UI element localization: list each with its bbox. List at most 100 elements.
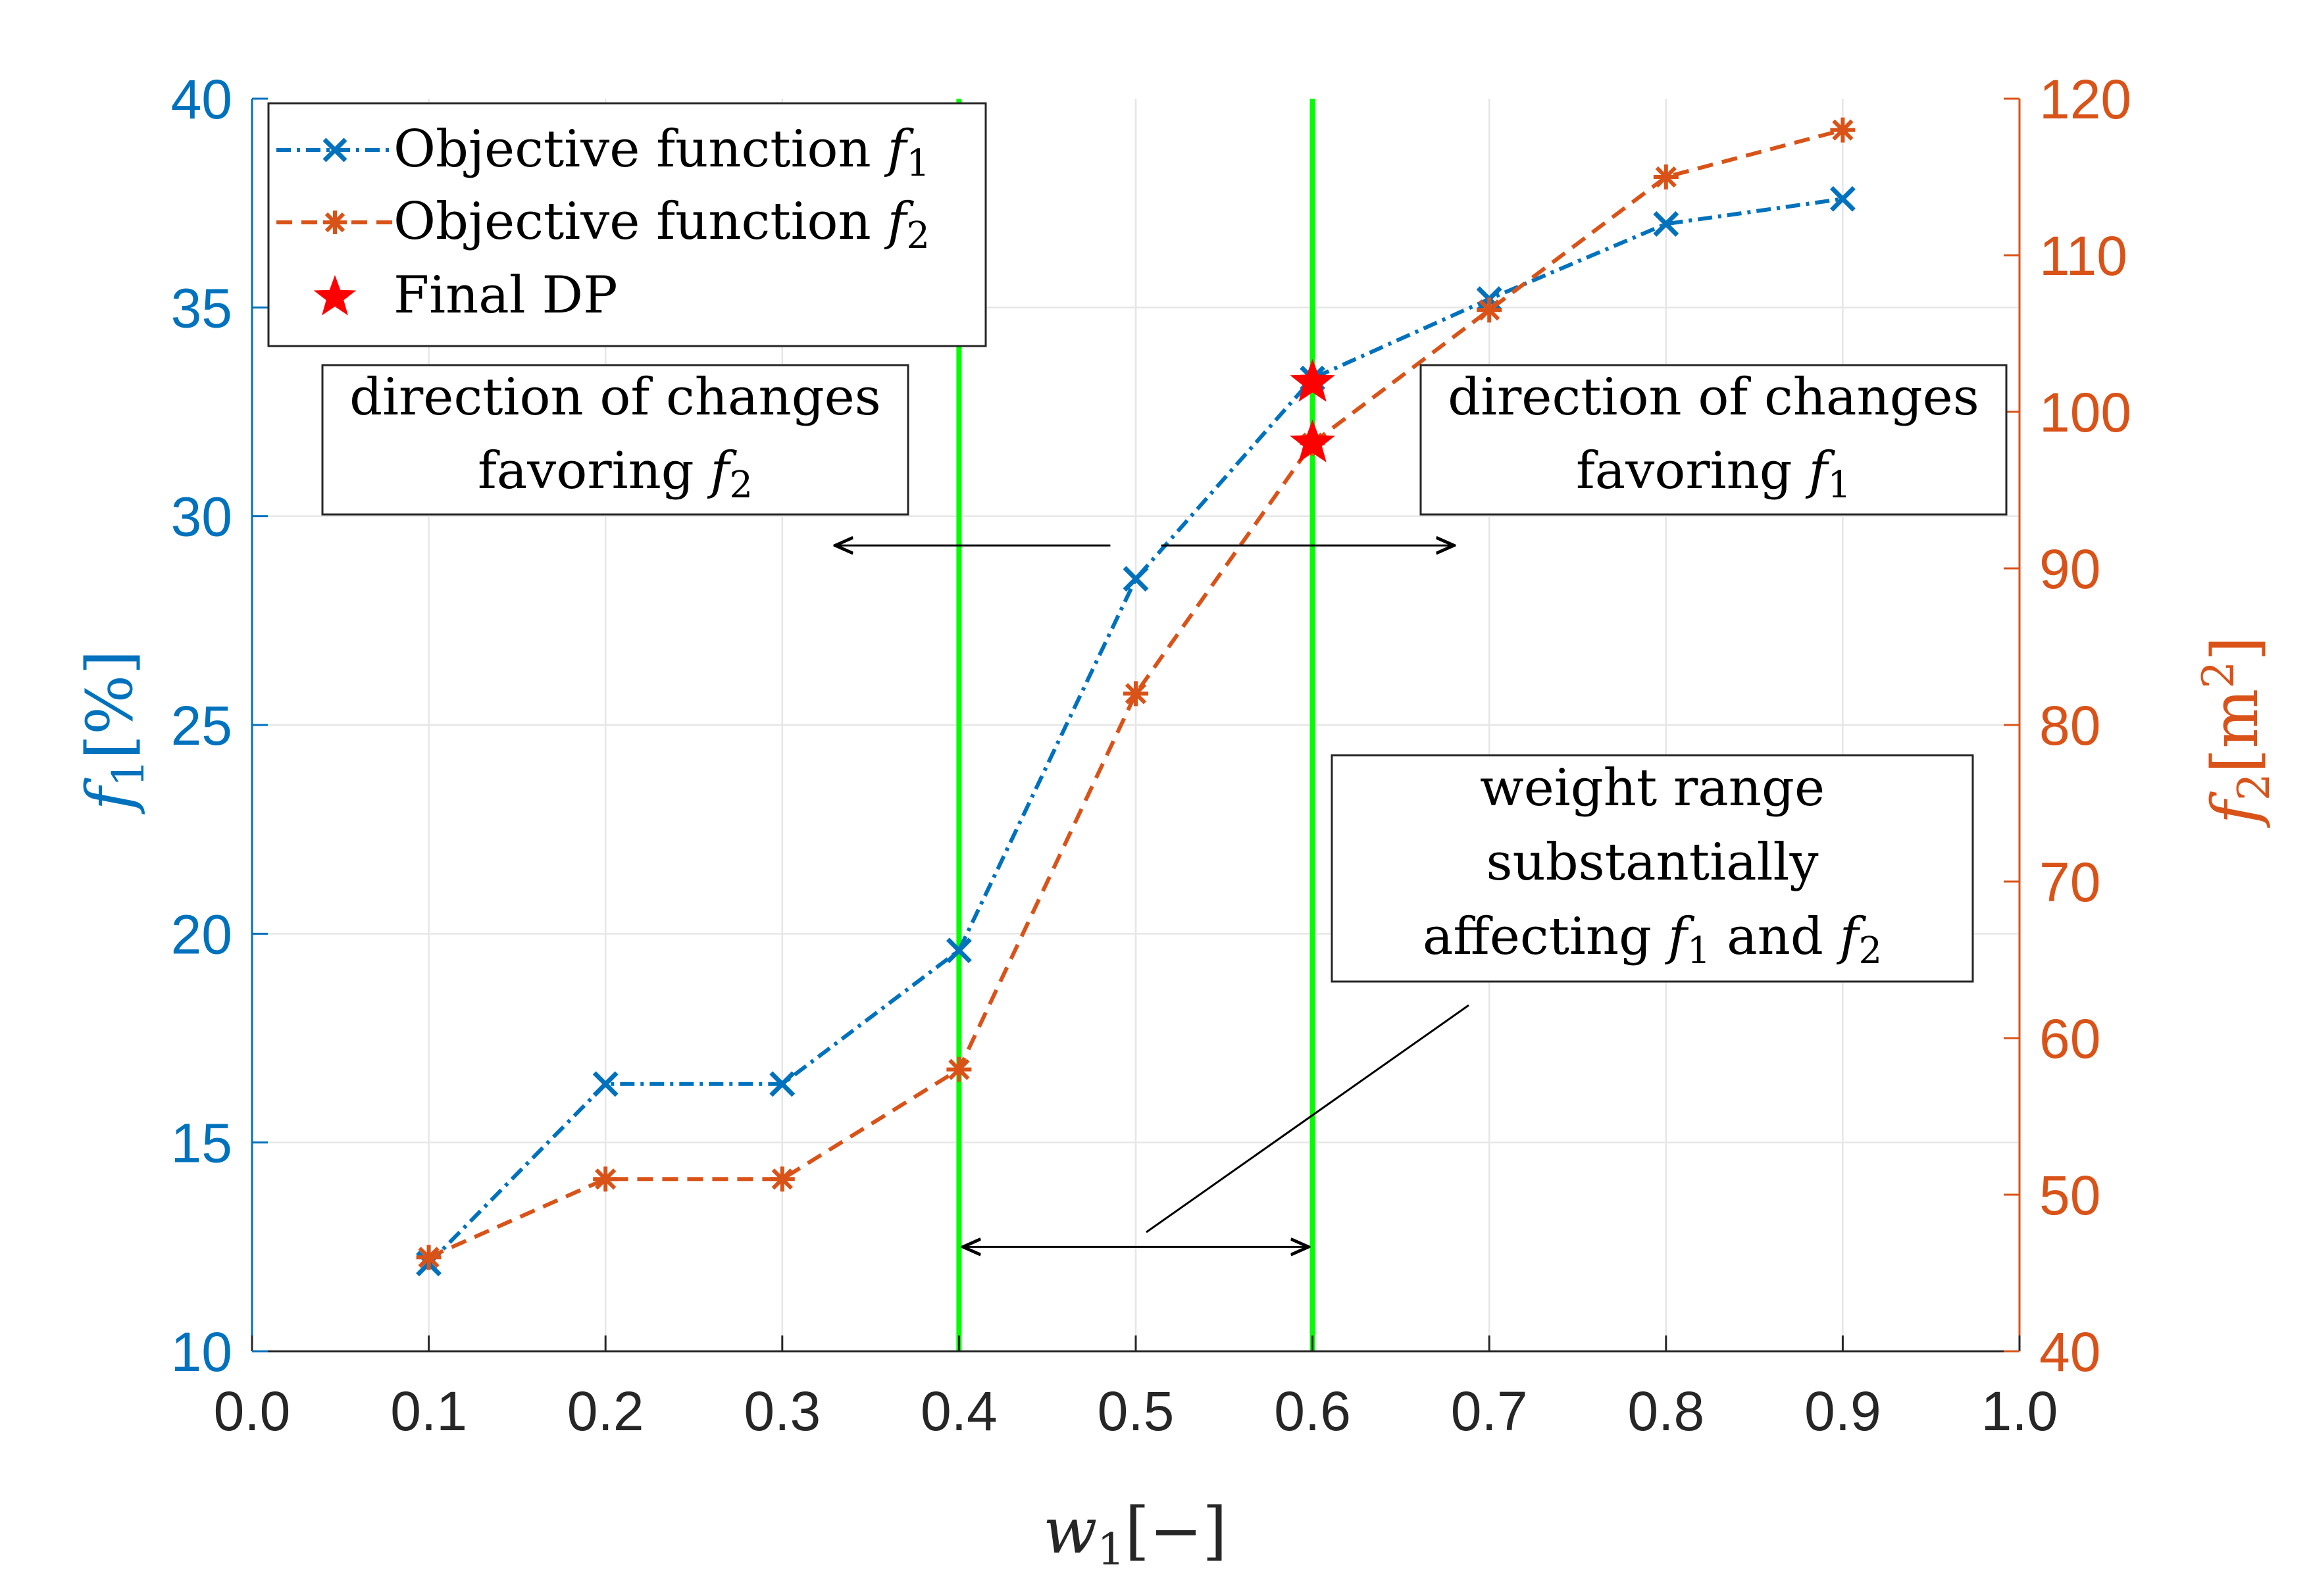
- ann-range-line2: substantially: [1486, 833, 1818, 892]
- ann-range-line1: weight range: [1480, 759, 1825, 818]
- ann-right-sub: 1: [1827, 464, 1851, 507]
- y-right-tick-label: 110: [2039, 225, 2127, 287]
- legend-box: [267, 102, 987, 347]
- marker-stroke: [1123, 566, 1149, 592]
- y-right-tick-label: 90: [2039, 538, 2100, 600]
- data-point: [1477, 297, 1502, 323]
- data-point: [593, 1166, 619, 1192]
- data-point: [592, 1071, 619, 1097]
- y-right-tick-label: 60: [2039, 1008, 2100, 1070]
- y-right-tick-label: 40: [2039, 1321, 2100, 1383]
- y-left-tick-label: 20: [171, 903, 232, 965]
- series-line: [428, 128, 1844, 1259]
- x-tick-label: 0.7: [1451, 1380, 1528, 1442]
- annotation-left-box: direction of changes favoring f2: [321, 364, 909, 516]
- data-point: [1830, 117, 1856, 143]
- y-right-tick-label: 50: [2039, 1164, 2100, 1226]
- legend-star-icon: [313, 275, 357, 316]
- ann-left-sub: 2: [729, 464, 753, 507]
- marker-stroke: [1125, 683, 1147, 705]
- data-point: [769, 1071, 796, 1097]
- marker-stroke: [418, 1247, 440, 1268]
- x-tick-label: 0.4: [921, 1380, 998, 1442]
- x-tick-label: 0.6: [1274, 1380, 1351, 1442]
- y-right-tick-label: 100: [2039, 382, 2131, 443]
- svg-text:Objective function f1: Objective function f1: [394, 120, 930, 185]
- legend-sub-f2: 2: [906, 214, 930, 257]
- x-tick-label: 0.0: [214, 1380, 291, 1442]
- y-left-tick-label: 35: [171, 277, 232, 339]
- legend-marker-f2: [323, 211, 347, 234]
- ann-range-sub2: 2: [1859, 930, 1883, 972]
- legend-entry-f2: Objective function f2: [276, 192, 930, 257]
- data-point: [416, 1245, 442, 1270]
- marker-stroke: [592, 1071, 619, 1097]
- x-axis-label: w1[−]: [1043, 1494, 1227, 1575]
- y-left-tick-label: 25: [171, 695, 232, 757]
- marker-stroke: [1479, 299, 1500, 321]
- svg-text:affecting f1 and f2: affecting f1 and f2: [1423, 907, 1882, 972]
- final-dp-star: [1290, 359, 1335, 402]
- x-tick-label: 0.3: [744, 1380, 821, 1442]
- x-tick-label: 0.8: [1627, 1380, 1704, 1442]
- annotation-range-box: weight range substantially affecting f1 …: [1331, 754, 1974, 983]
- data-point: [1123, 681, 1148, 707]
- marker-stroke: [595, 1168, 617, 1190]
- x-tick-label: 1.0: [1981, 1380, 2058, 1442]
- series-line: [427, 197, 1843, 1265]
- legend-entry-final-dp: Final DP: [313, 266, 618, 325]
- marker-stroke: [1653, 211, 1679, 237]
- annotations: [835, 545, 1469, 1247]
- marker-stroke: [946, 937, 972, 964]
- marker-stroke: [769, 1071, 796, 1097]
- ann-range-sub1: 1: [1687, 930, 1711, 972]
- annotation-right-box: direction of changes favoring f1: [1419, 364, 2008, 516]
- ann-range-line3: affecting: [1423, 907, 1652, 966]
- legend-marker-f1: [322, 137, 347, 162]
- data-point: [1653, 164, 1679, 189]
- svg-text:favoring f1: favoring f1: [1576, 441, 1851, 507]
- x-tick-label: 0.5: [1098, 1380, 1175, 1442]
- legend-label-f1: Objective function: [394, 120, 871, 179]
- legend: Objective function f1 Objective function…: [267, 102, 987, 347]
- marker-stroke: [1655, 166, 1677, 188]
- y-left-tick-label: 15: [171, 1112, 232, 1174]
- ann-left-line1: direction of changes: [349, 368, 881, 427]
- legend-sub-f1: 1: [906, 142, 930, 185]
- final-dp-star: [1290, 419, 1335, 462]
- y-left-axis-label: f1[%]: [73, 650, 154, 814]
- data-point: [1829, 186, 1856, 212]
- series-layer: [416, 117, 1856, 1277]
- marker-stroke: [948, 1059, 970, 1080]
- ann-left-line2: favoring: [478, 441, 694, 501]
- legend-label-final-dp: Final DP: [394, 266, 618, 325]
- y-right-axis-label: f2[m2]: [2193, 636, 2279, 828]
- y-right-tick-label: 80: [2039, 695, 2100, 757]
- y-left-tick-label: 10: [171, 1321, 232, 1383]
- marker-stroke: [1832, 119, 1854, 141]
- ann-right-line1: direction of changes: [1448, 368, 1979, 427]
- svg-text:favoring f2: favoring f2: [478, 441, 753, 507]
- data-point: [946, 1057, 972, 1082]
- y-right-tick-label: 70: [2039, 851, 2100, 913]
- x-tick-label: 0.1: [390, 1380, 467, 1442]
- data-point: [769, 1166, 795, 1192]
- svg-text:Objective function f2: Objective function f2: [394, 192, 930, 257]
- ann-range-and: and: [1727, 907, 1823, 966]
- axes: 0.0 0.1 0.2 0.3 0.4 0.5 0.6 0.7 0.8 0.9 1.0 10 15 20 2…: [171, 68, 2132, 1442]
- legend-label-f2: Objective function: [394, 192, 871, 251]
- y-right-tick-label: 120: [2039, 68, 2131, 130]
- ann-right-line2: favoring: [1576, 441, 1792, 501]
- marker-stroke: [771, 1168, 793, 1190]
- y-left-tick-label: 30: [171, 486, 232, 548]
- y-left-tick-label: 40: [171, 68, 232, 130]
- data-point: [946, 937, 972, 964]
- x-tick-label: 0.9: [1804, 1380, 1881, 1442]
- marker-stroke: [1829, 186, 1856, 212]
- data-point: [1123, 566, 1149, 592]
- legend-entry-f1: Objective function f1: [276, 120, 930, 185]
- x-tick-label: 0.2: [567, 1380, 644, 1442]
- range-pointer-line: [1146, 1004, 1469, 1234]
- data-point: [1653, 211, 1679, 237]
